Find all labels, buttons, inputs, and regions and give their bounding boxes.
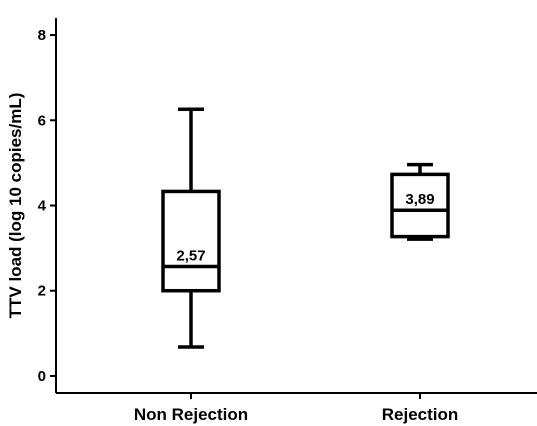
x-category-label: Non Rejection [134, 405, 248, 424]
box-2: 3,89 [390, 162, 450, 241]
x-category-label: Rejection [382, 405, 459, 424]
iqr-box [390, 172, 450, 239]
y-tick-label: 8 [38, 27, 46, 44]
y-tick-label: 6 [38, 112, 46, 129]
y-tick-label: 2 [38, 283, 46, 300]
iqr-box [161, 189, 221, 293]
y-axis-title: TTV load (log 10 copies/mL) [6, 93, 25, 319]
box-series: 2,57 3,89 [161, 107, 450, 349]
y-axis-ticks: 0 2 4 6 8 [38, 27, 56, 385]
x-axis-category-labels: Non Rejection Rejection [134, 393, 458, 424]
plot-axes [55, 18, 537, 394]
box-1: 2,57 [161, 107, 221, 349]
median-value-label: 2,57 [176, 247, 205, 264]
y-tick-label: 0 [38, 368, 46, 385]
median-value-label: 3,89 [405, 191, 434, 208]
y-tick-label: 4 [38, 198, 47, 215]
